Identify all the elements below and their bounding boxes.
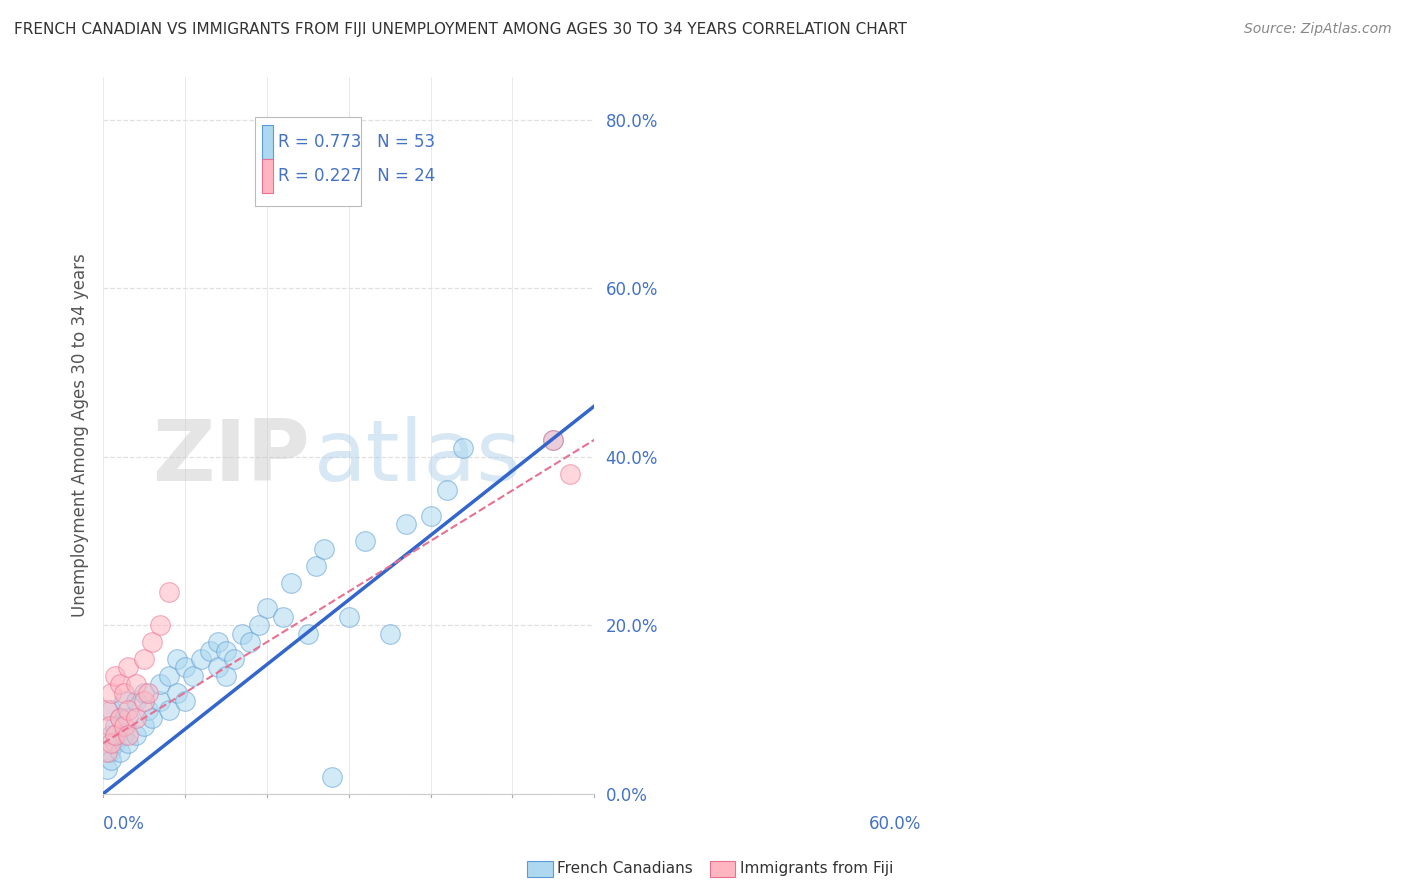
Point — [321, 770, 343, 784]
Point — [136, 686, 159, 700]
Text: Source: ZipAtlas.com: Source: ZipAtlas.com — [1244, 22, 1392, 37]
Text: 60.0%: 60.0% — [869, 815, 922, 833]
Point — [125, 677, 148, 691]
Point — [96, 762, 118, 776]
Point — [112, 694, 135, 708]
Text: atlas: atlas — [315, 416, 522, 499]
Point — [558, 467, 581, 481]
Point — [337, 609, 360, 624]
Point — [141, 635, 163, 649]
Point — [117, 728, 139, 742]
Point — [215, 643, 238, 657]
Point — [100, 702, 122, 716]
Point — [174, 694, 197, 708]
Y-axis label: Unemployment Among Ages 30 to 34 years: Unemployment Among Ages 30 to 34 years — [72, 253, 89, 617]
Point — [247, 618, 270, 632]
Point — [166, 652, 188, 666]
Point — [117, 711, 139, 725]
Point — [104, 669, 127, 683]
Point — [104, 728, 127, 742]
Point — [100, 753, 122, 767]
Point — [149, 694, 172, 708]
Point — [132, 686, 155, 700]
Point — [141, 711, 163, 725]
FancyBboxPatch shape — [262, 125, 273, 159]
Text: FRENCH CANADIAN VS IMMIGRANTS FROM FIJI UNEMPLOYMENT AMONG AGES 30 TO 34 YEARS C: FRENCH CANADIAN VS IMMIGRANTS FROM FIJI … — [14, 22, 907, 37]
Point — [117, 736, 139, 750]
Point — [222, 652, 245, 666]
Point — [104, 719, 127, 733]
Point — [100, 728, 122, 742]
FancyBboxPatch shape — [527, 861, 553, 877]
Point — [132, 652, 155, 666]
Text: Immigrants from Fiji: Immigrants from Fiji — [740, 862, 893, 876]
FancyBboxPatch shape — [262, 159, 273, 194]
Point — [125, 694, 148, 708]
Point — [271, 609, 294, 624]
Point — [149, 677, 172, 691]
FancyBboxPatch shape — [710, 861, 735, 877]
Point — [96, 702, 118, 716]
Point — [100, 686, 122, 700]
Text: French Canadians: French Canadians — [557, 862, 693, 876]
Point — [395, 517, 418, 532]
Point — [378, 626, 401, 640]
Point — [157, 669, 180, 683]
Point — [108, 711, 131, 725]
Point — [543, 433, 565, 447]
Point — [280, 576, 302, 591]
Point — [157, 584, 180, 599]
Point — [239, 635, 262, 649]
Point — [98, 745, 121, 759]
Point — [231, 626, 253, 640]
Point — [297, 626, 319, 640]
Point — [117, 660, 139, 674]
Point — [256, 601, 278, 615]
Point — [419, 508, 441, 523]
Point — [453, 442, 475, 456]
Point — [136, 702, 159, 716]
Point — [436, 483, 458, 498]
Text: R = 0.773   N = 53: R = 0.773 N = 53 — [278, 133, 436, 151]
Point — [157, 702, 180, 716]
Point — [305, 559, 328, 574]
Point — [314, 542, 336, 557]
Point — [108, 711, 131, 725]
Point — [125, 728, 148, 742]
Point — [117, 702, 139, 716]
Point — [112, 728, 135, 742]
Point — [104, 736, 127, 750]
Point — [198, 643, 221, 657]
Point — [100, 736, 122, 750]
Point — [132, 719, 155, 733]
Point — [108, 745, 131, 759]
Text: ZIP: ZIP — [152, 416, 309, 499]
Point — [181, 669, 204, 683]
Point — [125, 711, 148, 725]
Point — [112, 686, 135, 700]
Text: 0.0%: 0.0% — [103, 815, 145, 833]
Point — [215, 669, 238, 683]
Point — [543, 433, 565, 447]
Point — [108, 677, 131, 691]
Point — [149, 618, 172, 632]
Point — [96, 745, 118, 759]
Point — [207, 635, 229, 649]
Point — [174, 660, 197, 674]
Point — [98, 719, 121, 733]
FancyBboxPatch shape — [256, 117, 361, 206]
Point — [112, 719, 135, 733]
Point — [166, 686, 188, 700]
Text: R = 0.227   N = 24: R = 0.227 N = 24 — [278, 168, 436, 186]
Point — [207, 660, 229, 674]
Point — [190, 652, 212, 666]
Point — [354, 533, 377, 548]
Point — [132, 694, 155, 708]
